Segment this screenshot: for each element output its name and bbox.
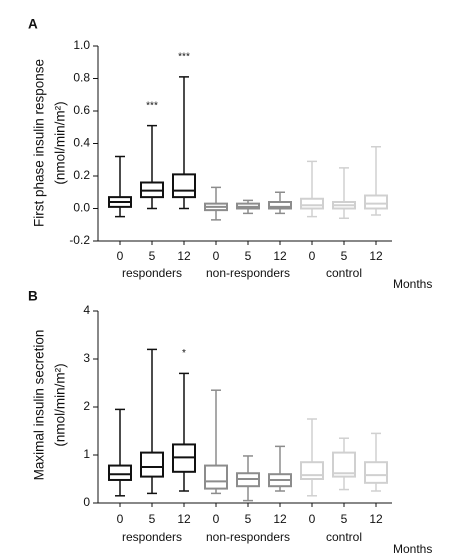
box: [172, 173, 196, 199]
group-label: control: [326, 266, 362, 280]
y-tick-label: 0.8: [73, 71, 90, 85]
y-tick-label: 2: [83, 399, 90, 413]
y-axis-label: (nmol/min/m²): [53, 101, 68, 184]
x-tick-label: 0: [117, 249, 124, 263]
y-tick-label: 0.6: [73, 103, 90, 117]
group-label: responders: [122, 266, 182, 280]
box: [300, 461, 324, 481]
y-tick-label: 1.0: [73, 38, 90, 52]
group-label: control: [326, 530, 362, 544]
significance-annotation: ***: [146, 100, 158, 111]
box: [204, 464, 228, 490]
x-tick-label: 12: [369, 512, 383, 526]
panel-label: A: [28, 17, 38, 32]
box: [140, 451, 164, 478]
box: [332, 451, 356, 478]
x-unit-label: Months: [393, 277, 432, 291]
x-tick-label: 5: [245, 249, 252, 263]
x-tick-label: 12: [177, 512, 191, 526]
x-tick-label: 5: [341, 249, 348, 263]
x-tick-label: 12: [369, 249, 383, 263]
box: [268, 201, 292, 210]
significance-annotation: ***: [178, 52, 190, 63]
y-tick-label: 0.4: [73, 136, 90, 150]
box: [364, 194, 388, 210]
y-tick-label: 0.0: [73, 201, 90, 215]
y-axis-label: Maximal insulin secretion: [32, 330, 47, 481]
x-tick-label: 0: [213, 249, 220, 263]
x-tick-label: 5: [245, 512, 252, 526]
x-tick-label: 0: [309, 512, 316, 526]
panel-label: B: [28, 289, 38, 304]
x-tick-label: 0: [309, 249, 316, 263]
y-axis-label: (nmol/min/m²): [53, 363, 68, 446]
y-tick-label: -0.2: [69, 233, 90, 247]
y-tick-label: 3: [83, 351, 90, 365]
x-tick-label: 0: [117, 512, 124, 526]
significance-annotation: *: [182, 348, 186, 359]
y-tick-label: 0: [83, 495, 90, 509]
box: [364, 461, 388, 484]
x-tick-label: 5: [149, 249, 156, 263]
y-tick-label: 4: [83, 303, 90, 317]
x-tick-label: 5: [149, 512, 156, 526]
box: [108, 464, 132, 481]
x-tick-label: 12: [273, 249, 287, 263]
x-tick-label: 5: [341, 512, 348, 526]
group-label: responders: [122, 530, 182, 544]
x-tick-label: 0: [213, 512, 220, 526]
y-axis-label: First phase insulin response: [32, 59, 47, 227]
x-unit-label: Months: [393, 542, 432, 556]
x-tick-label: 12: [177, 249, 191, 263]
group-label: non-responders: [206, 266, 290, 280]
box: [300, 197, 324, 210]
y-tick-label: 1: [83, 447, 90, 461]
y-tick-label: 0.2: [73, 168, 90, 182]
x-tick-label: 12: [273, 512, 287, 526]
group-label: non-responders: [206, 530, 290, 544]
